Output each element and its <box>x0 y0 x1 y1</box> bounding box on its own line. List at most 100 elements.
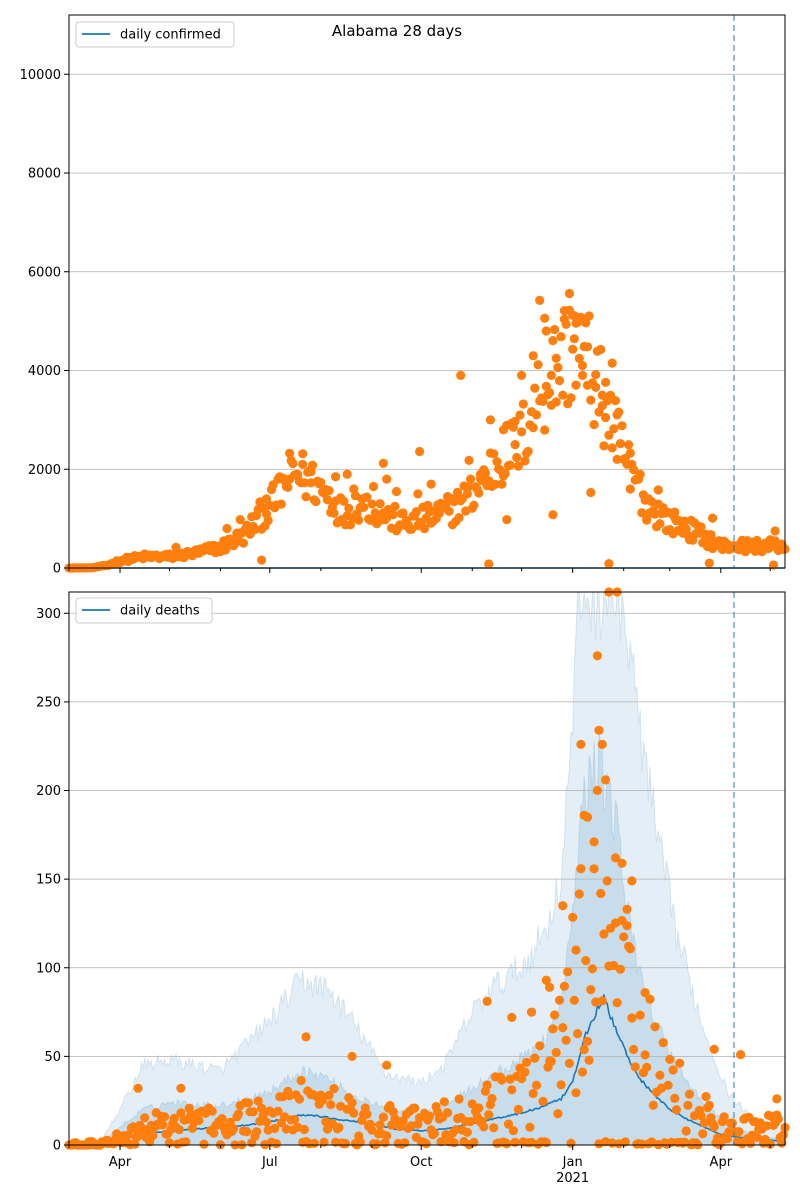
data-point <box>512 452 522 463</box>
data-point <box>586 487 596 498</box>
x-tick-label: Jul <box>261 1155 278 1170</box>
data-point <box>339 496 349 506</box>
data-point <box>252 1127 262 1137</box>
y-tick-label: 50 <box>44 1050 61 1065</box>
data-point <box>597 996 607 1006</box>
data-point <box>635 1010 645 1020</box>
data-point <box>615 439 626 449</box>
data-point <box>708 513 718 523</box>
data-point <box>619 932 629 942</box>
data-point <box>375 499 385 509</box>
data-point <box>429 1128 439 1139</box>
data-point <box>573 1029 583 1039</box>
legend-label: daily deaths <box>120 604 200 619</box>
data-point <box>482 996 492 1007</box>
data-point <box>604 430 614 440</box>
data-point <box>704 1100 714 1110</box>
data-point <box>696 1111 706 1121</box>
data-point <box>640 988 650 998</box>
data-point <box>548 336 558 346</box>
data-point <box>602 876 612 886</box>
data-point <box>474 488 484 498</box>
legend-box <box>75 21 235 48</box>
data-point <box>342 469 352 479</box>
data-point <box>696 522 706 532</box>
data-point <box>413 489 423 499</box>
data-point <box>569 311 579 321</box>
data-point <box>559 981 570 991</box>
data-point <box>181 1137 191 1147</box>
data-point <box>551 397 561 407</box>
data-point <box>762 1121 772 1131</box>
data-point <box>456 370 466 380</box>
data-point <box>531 410 542 420</box>
data-point <box>617 421 627 431</box>
data-point <box>257 1103 267 1113</box>
data-point <box>538 1096 548 1106</box>
data-point <box>592 651 603 661</box>
data-point <box>331 472 341 482</box>
data-point <box>329 508 339 518</box>
data-point <box>298 449 308 459</box>
data-point <box>577 1067 588 1077</box>
data-point <box>194 1115 204 1126</box>
data-point <box>604 559 614 569</box>
data-point <box>553 1109 563 1119</box>
data-point <box>518 399 528 409</box>
x-tick-label: Oct <box>410 1155 432 1170</box>
data-point <box>597 390 607 400</box>
data-point <box>577 370 588 380</box>
data-point <box>533 360 543 370</box>
data-point <box>469 1137 479 1147</box>
data-point <box>306 467 316 477</box>
data-point <box>355 1137 365 1147</box>
data-point <box>294 1094 304 1104</box>
data-point <box>382 1060 392 1070</box>
data-point <box>530 1053 540 1063</box>
data-point <box>261 494 272 504</box>
data-point <box>469 500 479 510</box>
data-point <box>584 1055 594 1065</box>
data-point <box>564 288 575 299</box>
data-point <box>658 1038 668 1048</box>
data-point <box>548 1024 558 1034</box>
data-point <box>233 1109 244 1119</box>
data-point <box>454 1094 464 1104</box>
data-point <box>550 1010 560 1020</box>
data-point <box>159 1112 170 1122</box>
data-point <box>630 1062 640 1072</box>
data-point <box>734 1127 744 1137</box>
data-point <box>582 1036 593 1046</box>
data-point <box>569 334 579 344</box>
data-point <box>684 1089 695 1099</box>
data-point <box>752 1132 762 1142</box>
data-point <box>449 494 459 504</box>
data-point <box>663 1080 673 1090</box>
data-point <box>596 344 606 355</box>
data-point <box>558 390 568 400</box>
data-point <box>285 448 295 458</box>
data-point <box>627 876 637 886</box>
data-point <box>625 448 635 458</box>
data-point <box>510 440 520 450</box>
data-point <box>326 1100 336 1110</box>
confirmed-points <box>64 288 790 573</box>
data-point <box>624 440 634 450</box>
data-point <box>176 1083 186 1093</box>
data-point <box>466 474 476 484</box>
data-point <box>158 1120 168 1130</box>
data-point <box>528 423 538 433</box>
data-point <box>296 1075 306 1086</box>
data-point <box>625 484 635 494</box>
data-point <box>551 1047 561 1058</box>
data-point <box>242 1127 252 1137</box>
data-point <box>497 1075 507 1085</box>
data-point <box>301 492 311 502</box>
data-point <box>582 342 593 352</box>
data-point <box>340 1138 351 1149</box>
x-tick-label: Jan <box>562 1155 583 1170</box>
data-point <box>510 1137 520 1147</box>
data-point <box>719 1112 729 1122</box>
deaths-panel: 0 50 100 150 200 250 300 daily deaths <box>36 587 790 1154</box>
data-point <box>558 901 568 911</box>
